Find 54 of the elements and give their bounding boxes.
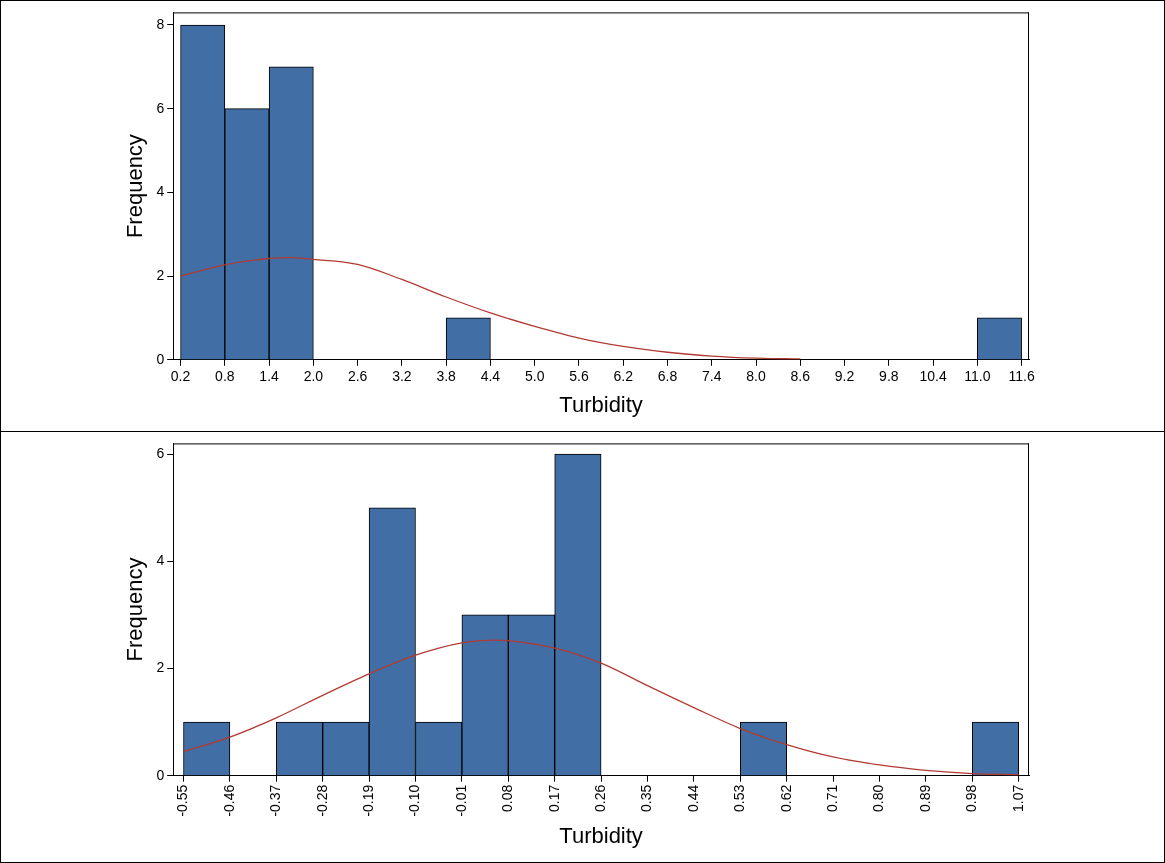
x-tick-label: 0.44 (684, 784, 701, 812)
x-tick-label: 7.4 (702, 368, 722, 385)
x-tick-label: 0.62 (777, 784, 794, 812)
line-series (179, 257, 801, 360)
y-tick-label: 0 (156, 766, 165, 783)
x-tick-label: 8.0 (746, 368, 766, 385)
x-tick-label: 0.71 (823, 784, 840, 812)
y-tick-label: 6 (156, 444, 165, 461)
x-tick-label: -0.46 (220, 784, 237, 817)
x-tick-label: 6.2 (613, 368, 634, 385)
x-tick-label: 0.35 (638, 784, 655, 812)
x-tick-label: 0.98 (963, 784, 980, 812)
x-tick-label: 8.6 (790, 368, 811, 385)
x-tick-label: 2.6 (347, 368, 368, 385)
x-tick-label: 3.2 (392, 368, 412, 385)
x-tick-label: 5.6 (569, 368, 589, 385)
x-tick-label: 0.2 (170, 368, 191, 385)
x-tick-label: 0.26 (591, 784, 608, 812)
x-tick-label: -0.10 (406, 784, 423, 817)
y-tick-label: 8 (156, 15, 165, 32)
x-axis-title: Turbidity (559, 391, 643, 417)
x-tick-label: 1.4 (259, 368, 280, 385)
x-tick-label: 10.4 (919, 368, 947, 385)
line-series (182, 639, 1020, 776)
x-tick-label: -0.01 (452, 784, 469, 817)
x-tick-label: -0.28 (313, 784, 330, 817)
y-axis-title: Frequency (122, 557, 148, 662)
x-tick-label: 3.8 (436, 368, 457, 385)
y-tick-label: 0 (156, 350, 165, 367)
x-tick-label: 5.0 (524, 368, 545, 385)
y-tick-label: 4 (156, 183, 165, 200)
y-tick-label: 2 (156, 659, 165, 676)
x-tick-label: 0.53 (731, 784, 748, 812)
x-tick-label: 0.08 (499, 784, 516, 812)
x-tick-label: -0.55 (174, 784, 191, 817)
x-tick-label: 2.0 (303, 368, 324, 385)
x-tick-label: 0.80 (870, 784, 887, 812)
x-tick-label: 9.8 (879, 368, 899, 385)
x-tick-label: 11.0 (964, 368, 991, 385)
x-tick-label: -0.37 (267, 784, 284, 817)
x-tick-label: 0.8 (215, 368, 235, 385)
y-tick-label: 2 (156, 266, 165, 283)
x-tick-label: 6.8 (657, 368, 678, 385)
y-tick-label: 4 (156, 552, 165, 569)
x-tick-label: -0.19 (359, 784, 376, 817)
x-tick-label: 11.6 (1008, 368, 1035, 385)
x-tick-label: 0.89 (916, 784, 933, 812)
x-tick-label: 0.17 (545, 784, 562, 812)
x-axis-title: Turbidity (559, 822, 643, 848)
x-tick-label: 1.07 (1009, 784, 1026, 812)
y-axis-title: Frequency (122, 134, 148, 239)
x-tick-label: 4.4 (480, 368, 501, 385)
y-tick-label: 6 (156, 99, 165, 116)
x-tick-label: 9.2 (834, 368, 855, 385)
